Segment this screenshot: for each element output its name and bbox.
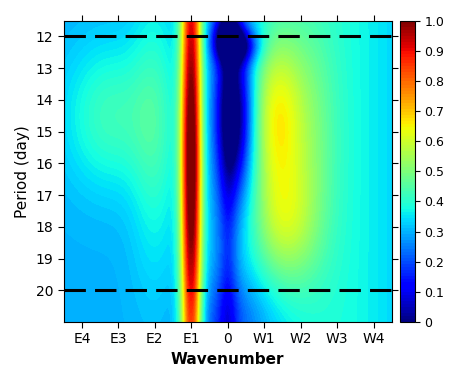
Y-axis label: Period (day): Period (day): [15, 125, 30, 218]
X-axis label: Wavenumber: Wavenumber: [171, 352, 284, 367]
